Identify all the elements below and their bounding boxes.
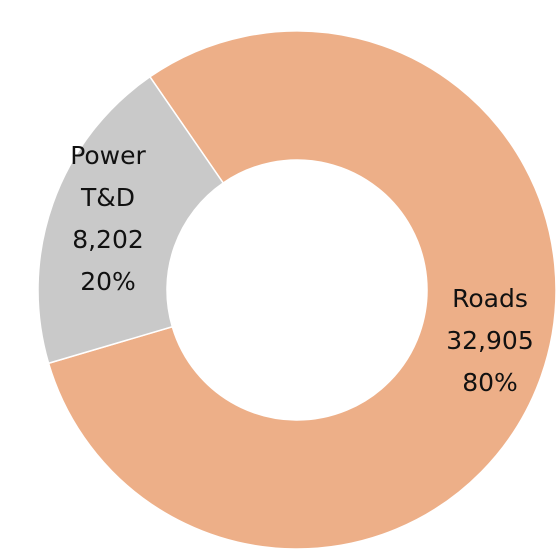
value-label: 32,905: [446, 326, 533, 355]
donut-segment: [47, 30, 557, 549]
donut-segment: [37, 75, 225, 365]
percent-label: 80%: [462, 368, 518, 397]
category-label: Power T&D: [70, 141, 146, 212]
percent-label: 20%: [80, 267, 136, 296]
value-label: 8,202: [72, 225, 144, 254]
category-label: Roads: [452, 284, 528, 313]
